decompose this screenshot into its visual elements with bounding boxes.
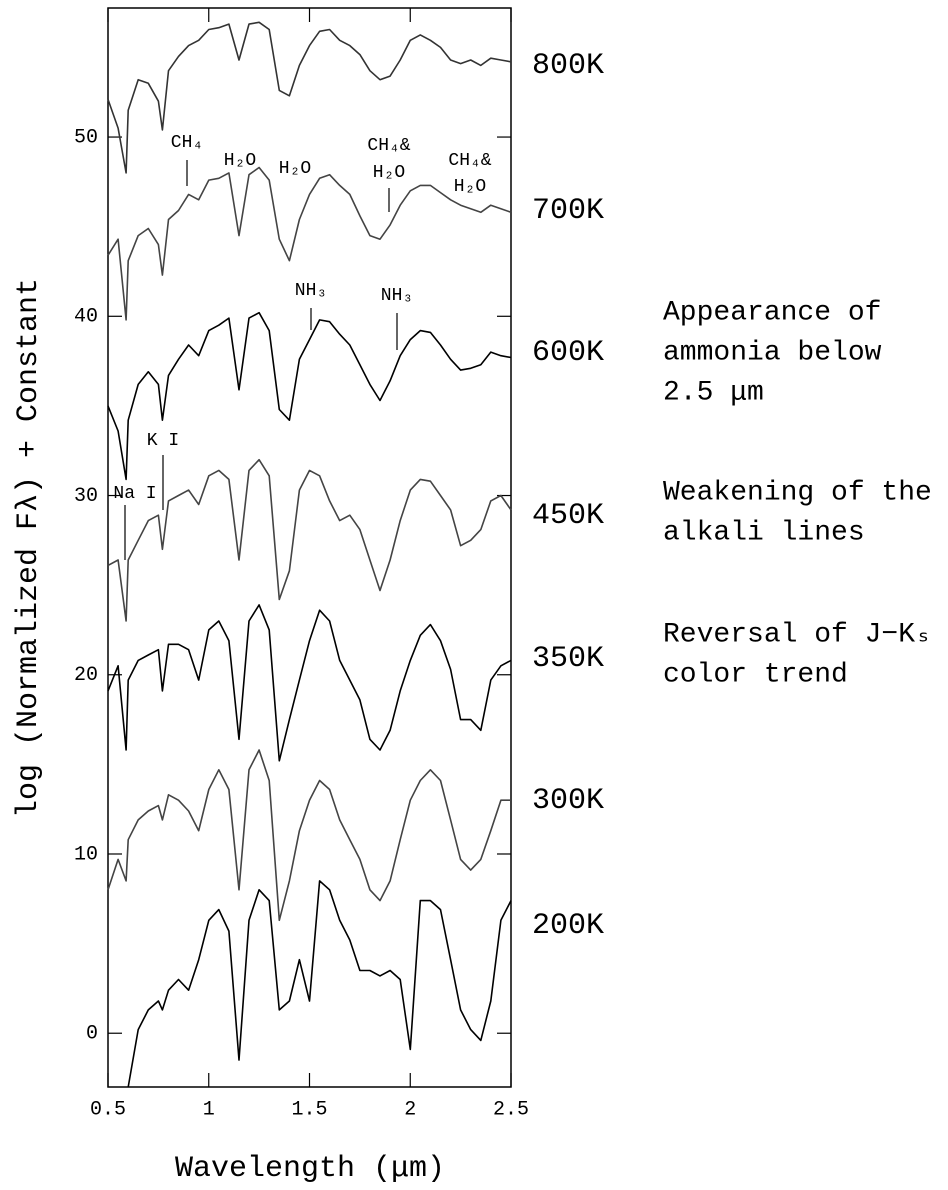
y-tick-label: 40 xyxy=(74,306,98,329)
spectrum-line xyxy=(107,458,512,622)
annotation: NH₃ xyxy=(381,286,413,306)
x-tick-label: 1 xyxy=(203,1098,215,1121)
side-note: Weakening of the xyxy=(663,477,932,508)
series-label: 600K xyxy=(532,336,604,370)
annotation: H₂O xyxy=(279,159,311,179)
y-tick-label: 10 xyxy=(74,843,98,866)
spectrum-line xyxy=(127,880,512,1088)
series-label: 700K xyxy=(532,194,604,228)
annotation: H₂O xyxy=(373,163,405,183)
annotation: CH₄ xyxy=(171,133,203,153)
annotation: CH₄& xyxy=(448,151,491,171)
side-note: Reversal of J−Kₛ xyxy=(663,619,932,650)
series-label: 350K xyxy=(532,642,604,676)
annotation: NH₃ xyxy=(295,281,327,301)
x-axis-title: Wavelength (μm) xyxy=(175,1152,445,1186)
spectrum-line xyxy=(107,21,512,174)
side-note: Appearance of xyxy=(663,297,881,328)
annotation: H₂O xyxy=(454,177,486,197)
series-label: 450K xyxy=(532,499,604,533)
annotation: CH₄& xyxy=(367,136,410,156)
x-tick-label: 0.5 xyxy=(90,1098,126,1121)
y-tick-label: 50 xyxy=(74,126,98,149)
side-note: color trend xyxy=(663,659,848,690)
series-label: 200K xyxy=(532,909,604,943)
y-tick-label: 30 xyxy=(74,485,98,508)
annotation: K I xyxy=(147,431,179,451)
side-note: 2.5 μm xyxy=(663,377,764,408)
side-note: ammonia below xyxy=(663,337,882,368)
y-axis-title: log (Normalized Fλ) + Constant xyxy=(12,278,46,818)
annotation: Na I xyxy=(113,484,156,504)
spectrum-line xyxy=(107,311,512,481)
annotation: H₂O xyxy=(224,151,256,171)
spectrum-line xyxy=(107,749,511,922)
spectrum-line xyxy=(107,604,512,762)
side-note: alkali lines xyxy=(663,517,865,548)
y-tick-label: 20 xyxy=(74,664,98,687)
x-tick-label: 1.5 xyxy=(291,1098,327,1121)
series-label: 300K xyxy=(532,784,604,818)
y-tick-label: 0 xyxy=(86,1023,98,1046)
x-tick-label: 2 xyxy=(404,1098,416,1121)
series-label: 800K xyxy=(532,49,604,83)
spectrum-line xyxy=(107,166,512,321)
x-tick-label: 2.5 xyxy=(493,1098,529,1121)
